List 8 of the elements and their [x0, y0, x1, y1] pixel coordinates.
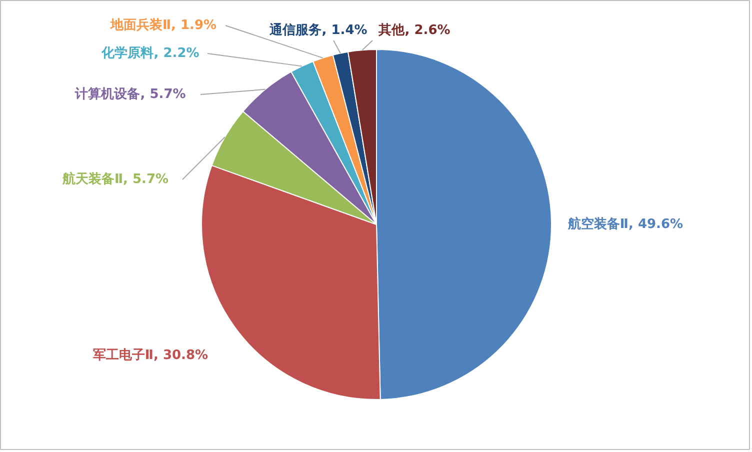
slice-label: 航天装备Ⅱ, 5.7% [61, 171, 169, 187]
slice-label: 通信服务, 1.4% [268, 22, 368, 38]
slice-label: 计算机设备, 5.7% [74, 87, 186, 102]
slice-label: 其他, 2.6% [378, 23, 450, 38]
slice-label: 化学原料, 2.2% [100, 46, 200, 61]
slice-label: 航空装备Ⅱ, 49.6% [566, 216, 684, 232]
slice-label: 地面兵装Ⅱ, 1.9% [109, 17, 217, 33]
slice-label: 军工电子Ⅱ, 30.8% [92, 348, 208, 363]
